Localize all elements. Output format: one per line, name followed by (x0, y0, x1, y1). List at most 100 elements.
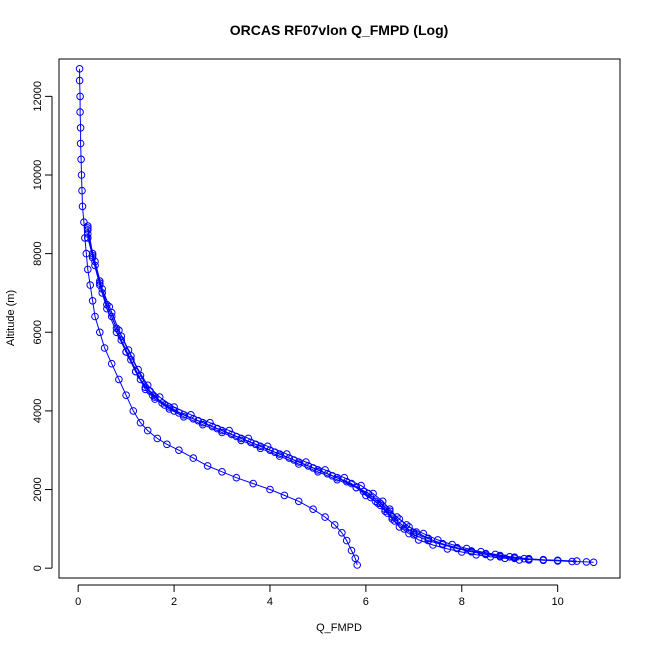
data-point (206, 418, 214, 427)
data-point (378, 497, 387, 506)
data-point (352, 483, 361, 492)
data-point (321, 513, 329, 521)
data-point (117, 336, 126, 344)
y-tick-label: 6000 (32, 320, 44, 344)
data-point (105, 302, 114, 311)
series-line (79, 68, 358, 566)
data-point (386, 507, 394, 516)
data-point (347, 479, 356, 488)
y-tick-label: 10000 (32, 160, 44, 191)
data-point (388, 515, 397, 523)
data-point (170, 403, 178, 411)
series-line (87, 229, 520, 561)
data-point (340, 473, 349, 482)
data-point (405, 523, 413, 531)
data-point (143, 381, 152, 390)
y-tick-label: 8000 (32, 241, 44, 265)
data-point (395, 523, 404, 531)
data-point (333, 475, 341, 484)
series-1 (75, 65, 362, 569)
x-tick-label: 10 (552, 596, 564, 608)
data-point (390, 517, 399, 525)
data-point (218, 428, 226, 437)
data-point (218, 468, 226, 476)
data-point (525, 556, 533, 564)
data-point (76, 139, 85, 148)
data-point (163, 440, 171, 449)
data-point (86, 281, 94, 289)
data-point (491, 550, 500, 559)
data-point (539, 555, 548, 564)
data-point (170, 407, 178, 415)
x-tick-label: 2 (171, 596, 177, 608)
data-point (256, 444, 265, 453)
data-point (402, 521, 411, 529)
data-point (386, 505, 394, 514)
data-point (179, 413, 188, 421)
data-point (395, 515, 404, 523)
series-line (87, 226, 594, 563)
x-tick-label: 8 (459, 596, 465, 608)
data-point (78, 202, 87, 211)
data-point (573, 557, 581, 565)
data-point (582, 558, 591, 566)
data-point (77, 155, 85, 164)
data-point (189, 454, 198, 462)
data-point (438, 540, 447, 548)
data-point (77, 171, 86, 179)
data-point (91, 261, 99, 270)
data-point (309, 505, 317, 514)
data-point (381, 505, 389, 514)
data-point (294, 497, 303, 506)
chart-title: ORCAS RF07vlon Q_FMPD (Log) (230, 22, 449, 38)
data-point (510, 554, 519, 563)
data-point (302, 458, 310, 466)
data-point (115, 375, 123, 384)
data-point (136, 418, 145, 427)
data-point (76, 124, 85, 132)
data-point (351, 554, 360, 563)
data-point (75, 76, 84, 85)
data-point (283, 450, 291, 458)
data-point (100, 344, 109, 352)
data-point (347, 546, 356, 555)
data-point (122, 391, 130, 400)
data-point (338, 529, 346, 537)
data-point (232, 473, 241, 482)
data-point (263, 442, 272, 451)
data-point (515, 556, 524, 564)
plot-area (58, 58, 621, 579)
data-point (589, 558, 598, 567)
data-point (148, 391, 157, 400)
y-tick-label: 4000 (32, 399, 44, 423)
data-point (458, 548, 466, 556)
data-point (314, 468, 322, 476)
data-point (376, 501, 385, 510)
x-tick-label: 4 (267, 596, 273, 608)
data-point (280, 491, 289, 500)
data-point (371, 497, 380, 506)
data-point (376, 499, 385, 508)
data-point (429, 541, 437, 549)
data-point (414, 536, 423, 544)
data-point (155, 393, 164, 401)
data-point (151, 395, 159, 403)
data-point (424, 536, 433, 545)
data-point (467, 547, 476, 556)
data-point (84, 224, 92, 232)
data-point (203, 462, 212, 470)
data-point (369, 489, 377, 498)
data-point (294, 460, 303, 468)
data-point (481, 550, 490, 559)
series-4 (84, 226, 524, 564)
data-point (88, 251, 97, 260)
y-tick-label: 2000 (32, 477, 44, 501)
data-point (143, 426, 152, 435)
data-point (84, 226, 92, 234)
x-axis-label: Q_FMPD (316, 622, 362, 634)
data-point (76, 92, 84, 101)
data-point (84, 265, 92, 274)
data-point (199, 420, 207, 429)
data-point (129, 407, 138, 415)
data-point (342, 536, 351, 545)
